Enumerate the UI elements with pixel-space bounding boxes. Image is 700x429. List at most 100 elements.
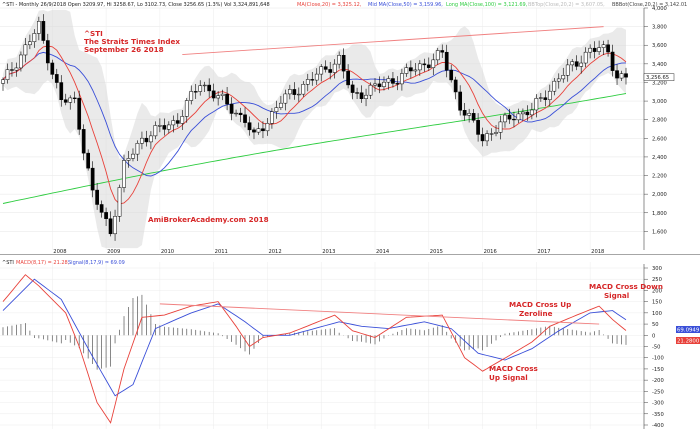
candle-body <box>86 152 91 169</box>
price-tick-label: 2,600 <box>652 136 667 142</box>
candle-body <box>565 64 570 76</box>
candle-body <box>149 135 153 143</box>
price-tick-label: 2,400 <box>652 155 667 161</box>
macd-tick-label: -50 <box>652 345 660 351</box>
candle-body <box>274 107 279 112</box>
candle-body <box>314 73 319 81</box>
candle-body <box>37 21 41 34</box>
candle-body <box>45 40 50 64</box>
macd-tick-label: 300 <box>652 266 662 272</box>
price-tick-label: 3,200 <box>652 80 667 86</box>
candle-body <box>216 95 220 99</box>
candle-body <box>292 89 297 95</box>
candle-body <box>485 133 489 142</box>
price-tick-label: 1,600 <box>652 229 667 235</box>
candle-body <box>435 50 440 61</box>
candle-body <box>341 55 346 72</box>
macd-trendline-line <box>159 303 600 325</box>
candle-body <box>211 90 216 99</box>
macd-line <box>2 274 627 424</box>
candle-body <box>588 47 592 53</box>
candle-body <box>283 93 288 104</box>
candle-body <box>440 50 445 53</box>
macd-header-signal: Signal(8,17,9) = 69.09 <box>68 260 125 266</box>
price-tick-label: 2,800 <box>652 118 667 124</box>
candle-body <box>583 51 588 64</box>
candle-body <box>256 128 261 133</box>
macd-tick-label: 150 <box>652 300 662 306</box>
candle-body <box>556 78 561 82</box>
candle-body <box>359 92 364 99</box>
ma-short-line <box>2 45 627 205</box>
candle-body <box>471 113 476 121</box>
candle-body <box>131 153 135 159</box>
candle-body <box>538 97 543 99</box>
annotation-macd-up-zero-1: MACD Cross Up <box>509 300 571 309</box>
candle-body <box>140 137 144 144</box>
macd-tick-label: -250 <box>652 389 664 395</box>
macd-tick-label: -400 <box>652 423 664 429</box>
candle-body <box>489 133 494 135</box>
price-trendline <box>182 26 604 55</box>
candle-body <box>296 93 301 96</box>
candle-body <box>386 78 391 83</box>
candle-body <box>32 33 37 42</box>
annotation-macd-down-1: MACD Cross Down <box>589 282 663 291</box>
macd-y-axis: -400 -350 -300 -250 -200 -150 -100 -50 0 50 100 150… <box>643 264 664 429</box>
price-tick-label: 3,400 <box>652 62 667 68</box>
ma-long-line <box>2 93 627 204</box>
candle-body <box>426 64 431 68</box>
watermark: AmiBrokerAcademy.com 2018 <box>148 215 269 224</box>
candle-body <box>171 120 176 126</box>
candle-body <box>503 114 507 123</box>
candle-body <box>525 111 530 116</box>
candle-body <box>207 84 212 92</box>
candle-body <box>234 112 238 115</box>
macd-tick-label: -300 <box>652 401 664 407</box>
candle-body <box>337 55 342 65</box>
candle-body <box>395 83 400 85</box>
candle-body <box>261 128 265 132</box>
price-y-axis: 1,600 1,800 2,000 2,200 2,400 2,600 2,800 3,000… <box>643 6 667 250</box>
candlesticks <box>1 14 628 241</box>
macd-tick-label: 50 <box>652 322 659 328</box>
macd-tick-label: -350 <box>652 412 664 418</box>
candle-body <box>413 69 418 72</box>
candle-body <box>364 94 368 99</box>
candle-body <box>310 79 315 81</box>
candle-body <box>391 78 395 84</box>
candle-body <box>1 79 5 84</box>
candle-body <box>23 44 28 56</box>
candle-body <box>561 75 566 80</box>
annotation-macd-down-2: Signal <box>604 291 629 300</box>
moving-averages <box>2 45 627 205</box>
candle-body <box>270 111 274 124</box>
candle-body <box>377 83 382 87</box>
candle-body <box>63 99 68 103</box>
price-tick-label: 4,000 <box>652 6 667 12</box>
price-header-bbbot: BBBot(Close,20,2) = 3,142.01 <box>612 2 687 8</box>
candle-body <box>135 143 140 155</box>
candle-body <box>597 47 601 52</box>
price-tick-label: 3,000 <box>652 99 667 105</box>
bollinger-band <box>3 9 626 249</box>
candle-body <box>552 80 557 92</box>
candle-body <box>579 62 584 67</box>
candle-body <box>480 134 485 142</box>
candle-body <box>99 204 104 213</box>
candle-body <box>301 83 306 95</box>
chart-title-name: The Straits Times Index <box>84 37 180 46</box>
candle-body <box>530 109 534 116</box>
macd-last-badge: 21.2800 <box>676 337 700 345</box>
price-tick-label: 2,000 <box>652 192 667 198</box>
macd-header-symbol: ^STI <box>2 260 14 266</box>
macd-tick-label: 200 <box>652 288 662 294</box>
signal-last-badge: 69.0949 <box>676 326 700 334</box>
annotation-macd-up-zero-2: Zeroline <box>519 309 553 318</box>
candle-body <box>619 73 624 79</box>
year-label: 2016 <box>484 249 497 255</box>
candle-body <box>574 61 579 67</box>
bollinger-band-fill <box>3 9 626 249</box>
price-tick-label: 3,600 <box>652 43 667 49</box>
candle-body <box>606 44 610 53</box>
